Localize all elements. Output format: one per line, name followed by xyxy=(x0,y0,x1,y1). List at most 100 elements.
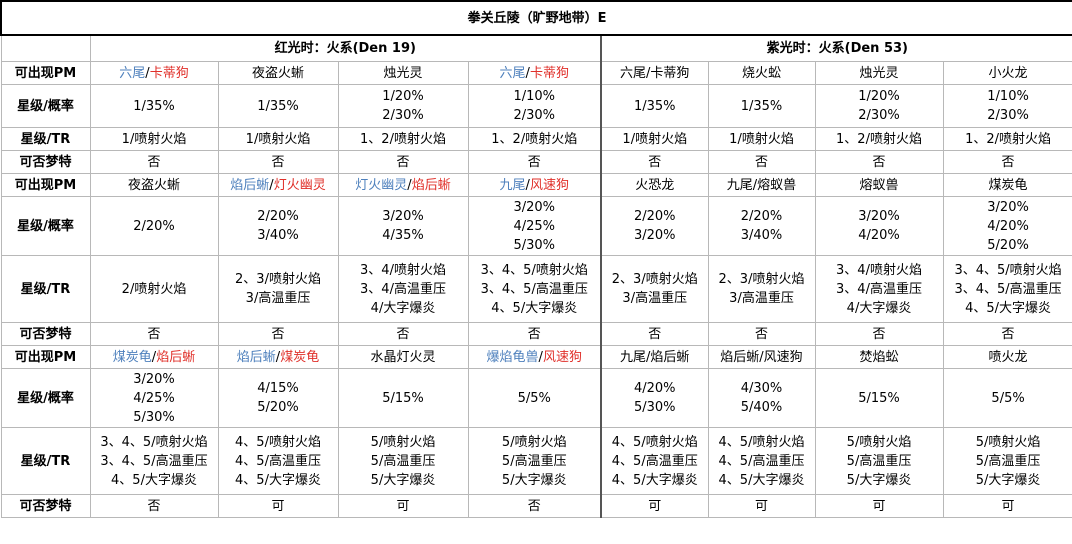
pokemon-cell: 夜盗火蜥 xyxy=(217,61,339,85)
pokemon-name: 熔蚁兽 xyxy=(859,177,899,193)
pokemon-name: / xyxy=(269,177,274,193)
rate-row: 星级/概率 3/20% 4/25% 5/30% 4/15% 5/20% 5/15% 5/5% 4… xyxy=(0,368,1072,428)
tr-cell: 3、4、5/喷射火焰 3、4、5/高温重压 4、5/大字爆炎 xyxy=(89,427,219,495)
tr-line: 4、5/大字爆炎 xyxy=(965,300,1052,316)
star-rate-line: 2/30% xyxy=(382,108,424,123)
dream-ability-cell: 否 xyxy=(337,322,469,346)
pokemon-name: 小火龙 xyxy=(988,65,1028,81)
star-rate-cell: 1/35% xyxy=(707,84,816,128)
dream-ability-cell: 否 xyxy=(942,150,1072,174)
pokemon-cell: 灯火幽灵/焰后蜥 xyxy=(337,173,469,197)
star-rate-line: 2/20% xyxy=(257,209,299,224)
pm-row: 可出现PM 煤炭龟/焰后蜥 焰后蜥/煤炭龟 水晶灯火灵 爆焰龟兽/风速狗 九尾/焰后蜥 焰后… xyxy=(0,345,1072,369)
star-rate-line: 1/35% xyxy=(257,98,299,114)
pokemon-cell: 火恐龙 xyxy=(600,173,709,197)
dream-ability-cell: 否 xyxy=(467,150,602,174)
tr-line: 5/喷射火焰 xyxy=(501,434,567,450)
tr-line: 5/高温重压 xyxy=(846,453,912,469)
tr-line: 4、5/喷射火焰 xyxy=(718,434,805,450)
star-rate-line: 2/20% xyxy=(133,218,175,234)
tr-line: 5/喷射火焰 xyxy=(846,434,912,450)
tr-cell: 2、3/喷射火焰 3/高温重压 xyxy=(217,255,339,323)
tr-line: 4、5/大字爆炎 xyxy=(718,472,805,488)
pokemon-name: 灯火幽灵 xyxy=(355,177,408,193)
tr-line: 3、4/高温重压 xyxy=(360,281,446,297)
star-rate-line: 1/35% xyxy=(740,98,783,114)
star-rate-line: 4/15% xyxy=(257,381,299,396)
star-rate-cell: 2/20% 3/40% xyxy=(217,196,339,256)
dream-row: 可否梦特否否否否否否否否 xyxy=(0,322,1072,346)
dream-ability-cell: 可 xyxy=(337,494,469,518)
pokemon-name: / xyxy=(538,349,543,365)
purple-light-group-header: 紫光时：火系(Den 53) xyxy=(600,34,1072,62)
tr-cell: 5/喷射火焰 5/高温重压 5/大字爆炎 xyxy=(467,427,602,495)
tr-cell: 1/喷射火焰 xyxy=(707,127,816,151)
tr-cell: 3、4、5/喷射火焰 3、4、5/高温重压 4、5/大字爆炎 xyxy=(942,255,1072,323)
tr-line: 5/大字爆炎 xyxy=(370,472,436,488)
tr-cell: 1、2/喷射火焰 xyxy=(337,127,469,151)
tr-line: 5/喷射火焰 xyxy=(370,434,436,450)
page-title: 拳关丘陵（旷野地带）E xyxy=(0,0,1072,36)
pokemon-name: 水晶灯火灵 xyxy=(370,349,436,365)
pokemon-name: 九尾 xyxy=(499,177,526,193)
star-rate-line: 3/20% xyxy=(633,228,676,243)
tr-row: 星级/TR 2/喷射火焰 2、3/喷射火焰 3/高温重压 3、4/喷射火焰 3、4/高温重… xyxy=(0,255,1072,323)
tr-line: 3、4、5/高温重压 xyxy=(480,281,588,297)
pokemon-name: 焰后蜥 xyxy=(236,349,276,365)
tr-row: 星级/TR 1/喷射火焰 1/喷射火焰 1、2/喷射火焰 1、2/喷射火焰 1/喷射火焰 1… xyxy=(0,127,1072,151)
star-rate-line: 4/20% xyxy=(987,218,1029,234)
tr-line: 1/喷射火焰 xyxy=(622,131,688,147)
tr-line: 4、5/喷射火焰 xyxy=(611,434,698,450)
tr-line: 3/高温重压 xyxy=(729,291,794,306)
tr-line: 1/喷射火焰 xyxy=(245,131,311,147)
tr-row: 星级/TR 3、4、5/喷射火焰 3、4、5/高温重压 4、5/大字爆炎 4、5/喷射火… xyxy=(0,427,1072,495)
star-rate-line: 4/20% xyxy=(858,228,900,243)
tr-line: 2、3/喷射火焰 xyxy=(235,272,321,287)
pokemon-cell: 烧火蚣 xyxy=(707,61,816,85)
tr-line: 3/高温重压 xyxy=(622,291,688,306)
row-label-tr: 星级/TR xyxy=(0,427,91,495)
pm-row: 可出现PM 夜盗火蜥 焰后蜥/灯火幽灵 灯火幽灵/焰后蜥 九尾/风速狗 火恐龙 九尾/熔蚁兽… xyxy=(0,173,1072,197)
star-rate-line: 3/20% xyxy=(133,371,175,387)
star-rate-line: 3/20% xyxy=(513,199,556,215)
star-rate-line: 2/30% xyxy=(858,108,900,123)
tr-line: 3、4/喷射火焰 xyxy=(836,262,922,278)
tr-line: 5/喷射火焰 xyxy=(975,434,1041,450)
tr-line: 3/高温重压 xyxy=(245,291,311,306)
pokemon-cell: 九尾/焰后蜥 xyxy=(600,345,709,369)
star-rate-cell: 3/20% 4/20% xyxy=(814,196,944,256)
pokemon-name: 风速狗 xyxy=(529,177,569,193)
dream-ability-cell: 否 xyxy=(467,322,602,346)
pokemon-cell: 煤炭龟/焰后蜥 xyxy=(89,345,219,369)
tr-line: 3、4/喷射火焰 xyxy=(360,262,446,278)
tr-line: 5/大字爆炎 xyxy=(975,472,1041,488)
star-rate-cell: 1/20% 2/30% xyxy=(337,84,469,128)
star-rate-line: 3/20% xyxy=(858,209,900,224)
pokemon-cell: 九尾/风速狗 xyxy=(467,173,602,197)
dream-ability-cell: 否 xyxy=(600,150,709,174)
tr-cell: 2、3/喷射火焰 3/高温重压 xyxy=(600,255,709,323)
tr-cell: 5/喷射火焰 5/高温重压 5/大字爆炎 xyxy=(942,427,1072,495)
tr-line: 4/大字爆炎 xyxy=(846,300,912,316)
star-rate-cell: 1/35% xyxy=(600,84,709,128)
star-rate-line: 2/30% xyxy=(513,108,556,123)
tr-line: 1/喷射火焰 xyxy=(729,131,794,147)
dream-row: 可否梦特否否否否否否否否 xyxy=(0,150,1072,174)
row-label-rate: 星级/概率 xyxy=(0,196,91,256)
row-label-dm: 可否梦特 xyxy=(0,150,91,174)
star-rate-line: 1/35% xyxy=(633,98,676,114)
pokemon-name: 煤炭龟 xyxy=(280,349,320,365)
pokemon-cell: 夜盗火蜥 xyxy=(89,173,219,197)
corner-cell xyxy=(0,34,91,62)
pokemon-cell: 煤炭龟 xyxy=(942,173,1072,197)
tr-line: 4、5/大字爆炎 xyxy=(111,472,197,488)
pokemon-name: 六尾/卡蒂狗 xyxy=(620,65,690,81)
star-rate-line: 5/15% xyxy=(382,390,424,406)
star-rate-line: 4/25% xyxy=(513,218,556,234)
star-rate-cell: 5/15% xyxy=(337,368,469,428)
star-rate-line: 2/30% xyxy=(987,108,1029,123)
star-rate-cell: 1/10% 2/30% xyxy=(942,84,1072,128)
pokemon-name: 煤炭龟 xyxy=(988,177,1028,193)
pokemon-name: 六尾 xyxy=(119,65,146,81)
pokemon-cell: 水晶灯火灵 xyxy=(337,345,469,369)
